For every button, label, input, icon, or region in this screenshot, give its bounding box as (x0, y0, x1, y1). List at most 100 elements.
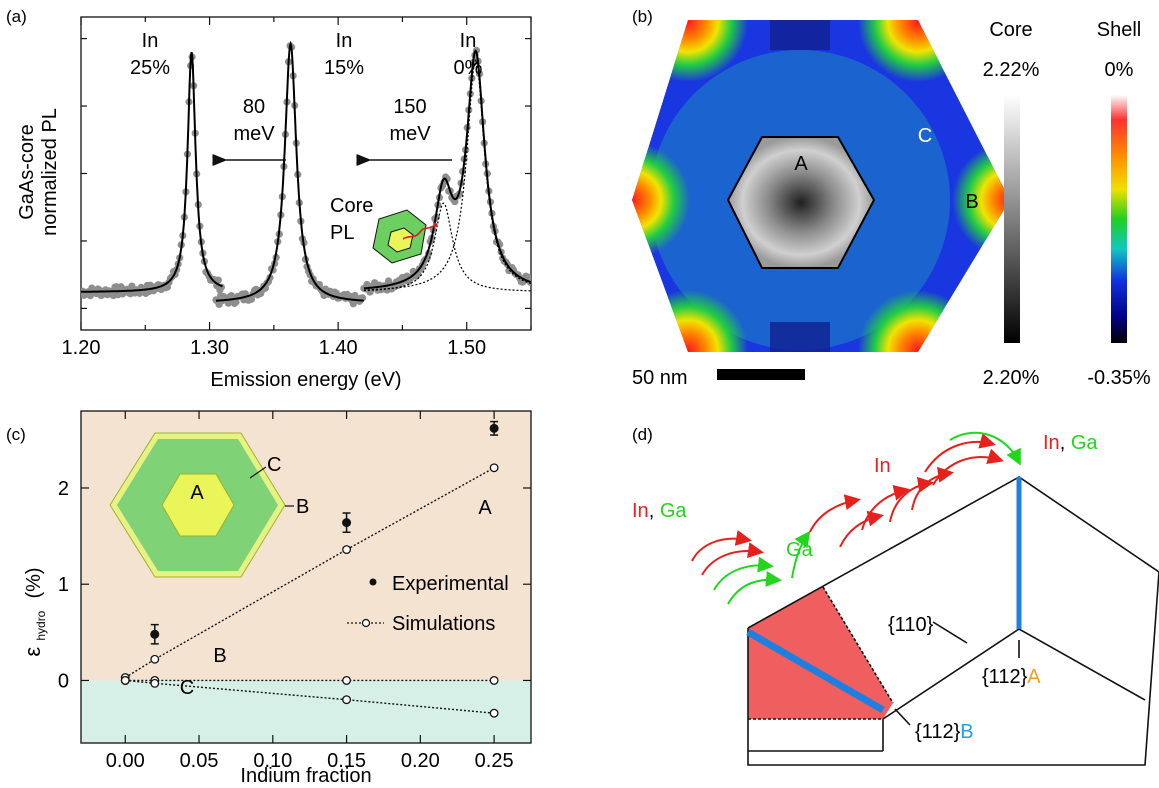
map-label-A: A (794, 153, 808, 175)
edge-112B (746, 628, 885, 714)
fit-line-in0 (363, 49, 531, 290)
core-colorbar (1004, 95, 1020, 343)
legend-c: Experimental Simulations (347, 573, 509, 635)
pl-curves (81, 40, 531, 308)
shift-80-line1: 80 (243, 96, 265, 118)
x-tick-label-a: 1.50 (447, 337, 486, 359)
component-line-in15 (216, 41, 364, 302)
sim-point-C (342, 695, 352, 705)
y-axis-label-a-line1: GaAs-core (16, 124, 38, 220)
label-112A-main: {112} (982, 666, 1028, 688)
sim-line-A (124, 467, 495, 679)
label-in-ga-left-ga: Ga (660, 500, 688, 522)
panel-b-letter: (b) (632, 7, 653, 26)
facet-112B-shaded (748, 587, 893, 719)
panel-d: (d) {110} {112}A {112}B (632, 425, 1159, 766)
panel-a: (a) 1.20 1.30 1.40 1.50 Emission energy (eV… (6, 7, 532, 391)
label-in-ga-left-comma: , (649, 500, 655, 522)
x-tick-label-c: 0.25 (475, 750, 514, 772)
panel-a-letter: (a) (6, 7, 27, 26)
scalebar (717, 369, 805, 380)
x-axis-label-c: Indium fraction (240, 765, 371, 787)
x-tick-label-a: 1.20 (62, 337, 101, 359)
label-in0-line2: 0% (454, 57, 483, 79)
panel-b: (b) ε hydro A B C 50 nm Core 2.22% 2.20%… (632, 7, 1151, 389)
fit-line-in15 (216, 40, 364, 302)
y-axis-label-c-main: ε (20, 647, 45, 657)
inset-label-B: B (296, 496, 309, 518)
x-tick-label-c: 0.00 (106, 750, 145, 772)
data-point-in0 (451, 198, 459, 206)
x-tick-label-c: 0.10 (253, 750, 292, 772)
legend-simulations-marker (361, 618, 371, 628)
sim-point-A (489, 463, 499, 473)
scalebar-label: 50 nm (632, 367, 688, 389)
y-ticks-a (81, 37, 531, 310)
experimental-point (489, 423, 499, 433)
component-line-in0 (363, 202, 531, 292)
inset-core-label-line1: Core (330, 195, 373, 217)
adatom-arrows (691, 431, 1021, 605)
core-colorbar-title: Core (989, 19, 1032, 41)
shell-colorbar (1111, 95, 1127, 343)
nanowire-drawing (746, 476, 1159, 766)
label-112B: {112}B (915, 721, 974, 743)
label-in-ga-right-comma: , (1060, 432, 1066, 454)
inset-pointer-C (249, 466, 267, 479)
data-point-in15 (227, 292, 236, 300)
label-in25-line2: 25% (130, 57, 170, 79)
sim-point-B (342, 675, 352, 685)
inset-label-C: C (267, 454, 281, 476)
label-in-ga-left-in: In (632, 500, 649, 522)
inset-cross-section: A C B (109, 432, 309, 578)
data-c (120, 420, 499, 718)
x-tick-label-a: 1.40 (319, 337, 358, 359)
core-region (726, 136, 876, 269)
sim-point-A (342, 545, 352, 555)
panel-c: (c) A C B 0.00 0.05 0.10 0.15 0.20 0.25 0 1 2 In… (6, 410, 532, 787)
y-axis-label-c-unit: (%) (23, 567, 45, 598)
plot-frame-c (80, 410, 532, 744)
y-axis-label-c: ε hydro (%) (20, 567, 50, 656)
experimental-point (342, 518, 352, 528)
x-axis-label-a: Emission energy (eV) (210, 369, 401, 391)
sim-point-C (489, 708, 499, 718)
label-in15-line2: 15% (324, 57, 364, 79)
component-line-in0 (363, 59, 531, 291)
negative-strain-region (81, 680, 531, 743)
x-tick-label-c: 0.05 (180, 750, 219, 772)
sim-point-B (489, 675, 499, 685)
label-112A: {112}A (982, 666, 1041, 688)
core-colorbar-top: 2.22% (983, 59, 1040, 81)
inset-core-label-line2: PL (330, 222, 354, 244)
y-tick-label-c: 0 (58, 670, 69, 692)
inset-nanowire-icon (372, 209, 438, 264)
label-in-mid: In (874, 455, 891, 477)
shift-150-line1: 150 (393, 96, 426, 118)
x-tick-label-c: 0.20 (401, 750, 440, 772)
y-tick-label-c: 2 (58, 478, 69, 500)
shift-80-line2: meV (233, 123, 275, 145)
label-110: {110} (888, 614, 934, 636)
series-label-A: A (478, 497, 492, 519)
shell-colorbar-title: Shell (1097, 19, 1141, 41)
data-point-in15 (232, 298, 240, 306)
experimental-point (150, 629, 160, 639)
data-point-in25 (214, 276, 222, 284)
label-in0-line1: In (460, 30, 477, 52)
sim-point-C (120, 675, 130, 685)
map-label-C: C (918, 125, 932, 147)
component-line-in25 (81, 51, 223, 293)
y-axis-label-a-line2: normalized PL (39, 108, 61, 236)
sim-line-C (125, 679, 495, 714)
panel-d-letter: (d) (632, 425, 653, 444)
label-ga-mid: Ga (786, 539, 814, 561)
label-112B-letter: B (960, 721, 973, 743)
y-axis-label-c-sub: hydro (34, 610, 48, 640)
series-label-C: C (180, 677, 194, 699)
label-in25-line1: In (142, 30, 159, 52)
sim-point-A (150, 654, 160, 664)
label-in-ga-right-ga: Ga (1071, 432, 1099, 454)
x-tick-label-a: 1.30 (190, 337, 229, 359)
